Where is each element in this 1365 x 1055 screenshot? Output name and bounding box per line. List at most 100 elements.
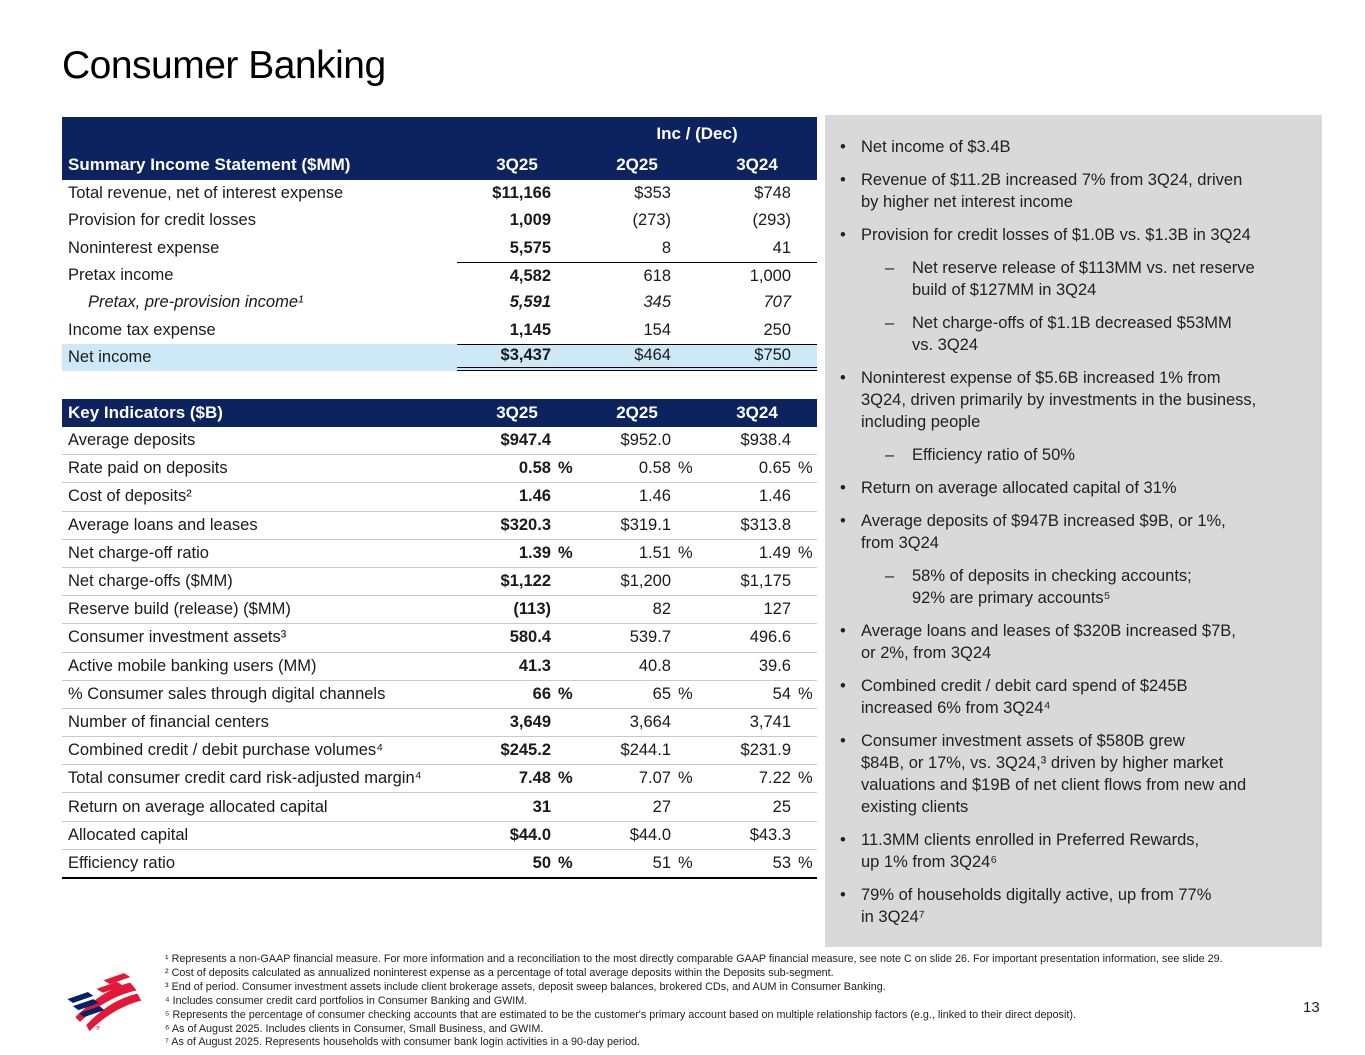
- row-label: Total consumer credit card risk-adjusted…: [68, 769, 422, 788]
- table-row: Noninterest expense 5,575 8 41: [62, 235, 817, 262]
- value-3q24: $750: [754, 346, 791, 365]
- row-label: Active mobile banking users (MM): [68, 656, 317, 675]
- list-item: • Consumer investment assets of $580B gre…: [840, 732, 1247, 816]
- value-3q24: 54: [772, 684, 791, 703]
- unit: [671, 657, 697, 676]
- value-3q25: $947.4: [500, 431, 551, 450]
- unit: [551, 600, 577, 619]
- logo-blue-stripes: [67, 992, 105, 1018]
- value-2q25: 82: [652, 600, 671, 619]
- unit: %: [798, 684, 813, 703]
- value-3q25: 1,009: [509, 211, 551, 230]
- value-2q25: $353: [634, 184, 671, 203]
- row-label: Number of financial centers: [68, 712, 269, 731]
- dash-icon: –: [885, 314, 895, 332]
- sub-list-item: – Net reserve release of $113MM vs. net r…: [885, 259, 1255, 299]
- value-2q25: 40.8: [638, 656, 671, 675]
- bullet-icon: •: [840, 677, 846, 695]
- table-row: Total consumer credit card risk-adjusted…: [62, 764, 817, 792]
- row-label: Noninterest expense: [68, 238, 220, 257]
- footnote: ³ End of period. Consumer investment ass…: [165, 980, 886, 993]
- value-3q24: $313.8: [740, 515, 791, 534]
- unit: [671, 741, 697, 760]
- value-2q25: 65: [652, 684, 671, 703]
- row-label: Pretax, pre-provision income¹: [88, 293, 304, 312]
- unit: [671, 713, 697, 732]
- unit: %: [678, 853, 693, 872]
- value-2q25: 345: [643, 293, 671, 312]
- table-row: Consumer investment assets³ 580.4 539.7 …: [62, 623, 817, 651]
- sub-list-item: – Efficiency ratio of 50%: [885, 446, 1075, 464]
- table-row: Pretax income 4,582 618 1,000: [62, 261, 817, 289]
- value-3q25: 66: [532, 684, 551, 703]
- net-income-row: Net income $3,437 $464 $750: [62, 343, 817, 372]
- value-3q24: 39.6: [758, 656, 791, 675]
- value-3q24: $748: [754, 184, 791, 203]
- unit: [551, 487, 577, 506]
- list-item: • Average loans and leases of $320B incre…: [840, 622, 1236, 662]
- row-label: Income tax expense: [68, 320, 216, 339]
- bullet-icon: •: [840, 479, 846, 497]
- value-3q24: 496.6: [749, 628, 791, 647]
- unit: %: [558, 543, 573, 562]
- bullet-icon: •: [840, 886, 846, 904]
- list-item: • 11.3MM clients enrolled in Preferred Re…: [840, 831, 1200, 871]
- value-3q24: 1.46: [758, 487, 791, 506]
- unit: %: [678, 543, 693, 562]
- unit: [551, 657, 577, 676]
- registered-mark: ®: [96, 1025, 100, 1032]
- value-2q25: 27: [652, 797, 671, 816]
- value-3q24: 41: [772, 238, 791, 257]
- value-3q25: 0.58: [518, 459, 551, 478]
- unit: %: [558, 853, 573, 872]
- unit: [551, 628, 577, 647]
- value-3q24: 127: [763, 600, 791, 619]
- column-header-3q24: 3Q24: [736, 155, 778, 174]
- unit: [671, 628, 697, 647]
- unit: [551, 516, 577, 535]
- unit: %: [678, 769, 693, 788]
- table-row: Average deposits $947.4 $952.0 $938.4: [62, 427, 817, 454]
- footnote: ⁷ As of August 2025. Represents househol…: [165, 1036, 641, 1049]
- row-label: Provision for credit losses: [68, 211, 256, 230]
- value-3q24: 7.22: [758, 769, 791, 788]
- row-label: % Consumer sales through digital channel…: [68, 684, 386, 703]
- unit: %: [798, 769, 813, 788]
- value-2q25: $1,200: [620, 572, 671, 591]
- summary-income-statement-table: Inc / (Dec) Summary Income Statement ($M…: [62, 117, 817, 372]
- unit: %: [678, 684, 693, 703]
- footnote: ⁵ Represents the percentage of consumer …: [165, 1008, 1076, 1021]
- column-header-3q25: 3Q25: [496, 403, 538, 422]
- value-3q25: 3,649: [509, 712, 551, 731]
- unit: [551, 431, 577, 450]
- value-3q25: 41.3: [518, 656, 551, 675]
- list-item: • 79% of households digitally active, up …: [840, 886, 1212, 926]
- value-2q25: 51: [652, 853, 671, 872]
- unit: %: [798, 459, 813, 478]
- value-3q24: 0.65: [758, 459, 791, 478]
- bullet-icon: •: [840, 226, 846, 244]
- column-header-3q25: 3Q25: [496, 155, 538, 174]
- value-3q24: 1.49: [758, 543, 791, 562]
- row-label: Efficiency ratio: [68, 853, 175, 872]
- value-3q25: $1,122: [500, 572, 551, 591]
- unit: [671, 487, 697, 506]
- sub-list-item: – Net charge-offs of $1.1B decreased $53M…: [885, 314, 1232, 354]
- unit: [791, 600, 817, 619]
- row-label: Consumer investment assets³: [68, 628, 287, 647]
- value-3q24: 3,741: [749, 712, 791, 731]
- footnote: ¹ Represents a non-GAAP financial measur…: [165, 953, 1223, 965]
- value-2q25: 618: [643, 266, 671, 285]
- table-row: Active mobile banking users (MM) 41.3 40…: [62, 651, 817, 680]
- value-2q25: (273): [632, 211, 671, 230]
- footnote: ⁶ As of August 2025. Includes clients in…: [165, 1022, 544, 1035]
- inc-dec-span-header: Inc / (Dec): [656, 123, 738, 143]
- row-label: Allocated capital: [68, 825, 189, 844]
- unit: [671, 826, 697, 845]
- row-label: Net income: [68, 347, 152, 366]
- page-number: 13: [1303, 999, 1320, 1016]
- value-2q25: 154: [643, 320, 671, 339]
- list-item: • Return on average allocated capital of …: [840, 479, 1177, 497]
- row-label: Cost of deposits²: [68, 487, 192, 506]
